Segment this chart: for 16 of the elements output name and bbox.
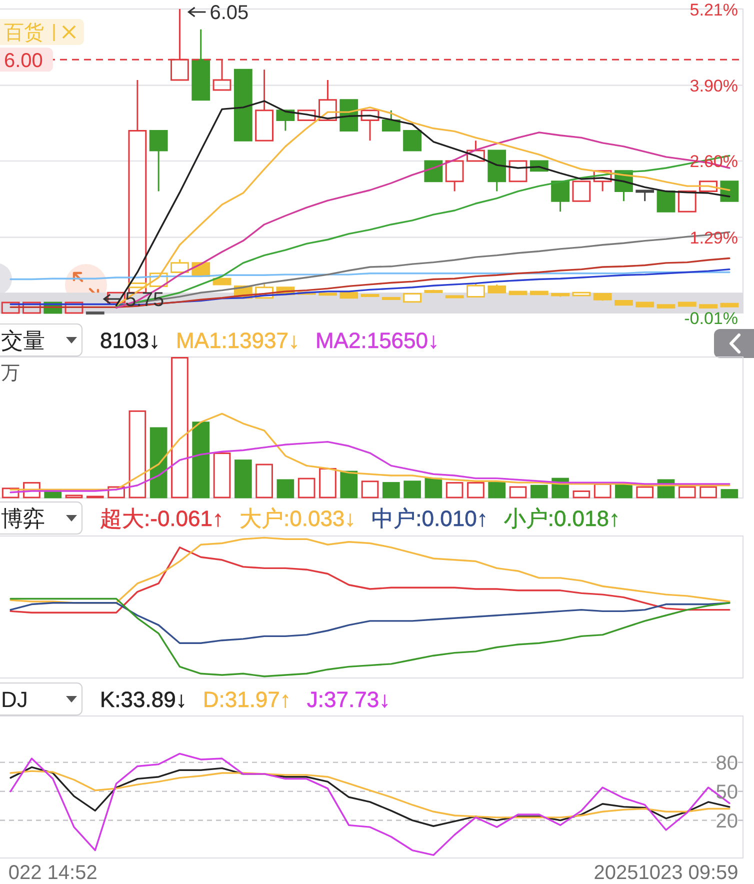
legend: D:31.97↑ [202, 687, 291, 712]
annotation: 6.05 [210, 2, 249, 24]
legend: 百货 [4, 22, 44, 44]
annotation: 6.00 [4, 50, 43, 72]
legend: K:33.89↓ [100, 687, 187, 712]
legend: J:37.73↓ [306, 687, 390, 712]
legend: 大户:0.033↓ [240, 506, 356, 531]
title: 博弈 [1, 506, 45, 531]
title: 交量 [1, 328, 45, 353]
legend: 小户:0.018↑ [504, 506, 620, 531]
legend: MA1:13937↓ [176, 328, 300, 353]
annotation: 8103↓ [100, 328, 160, 353]
legend: 超大:-0.061↑ [100, 506, 224, 531]
legend: 中户:0.010↑ [372, 506, 488, 531]
title: DJ [1, 687, 28, 712]
legend: MA2:15650↓ [315, 328, 440, 353]
